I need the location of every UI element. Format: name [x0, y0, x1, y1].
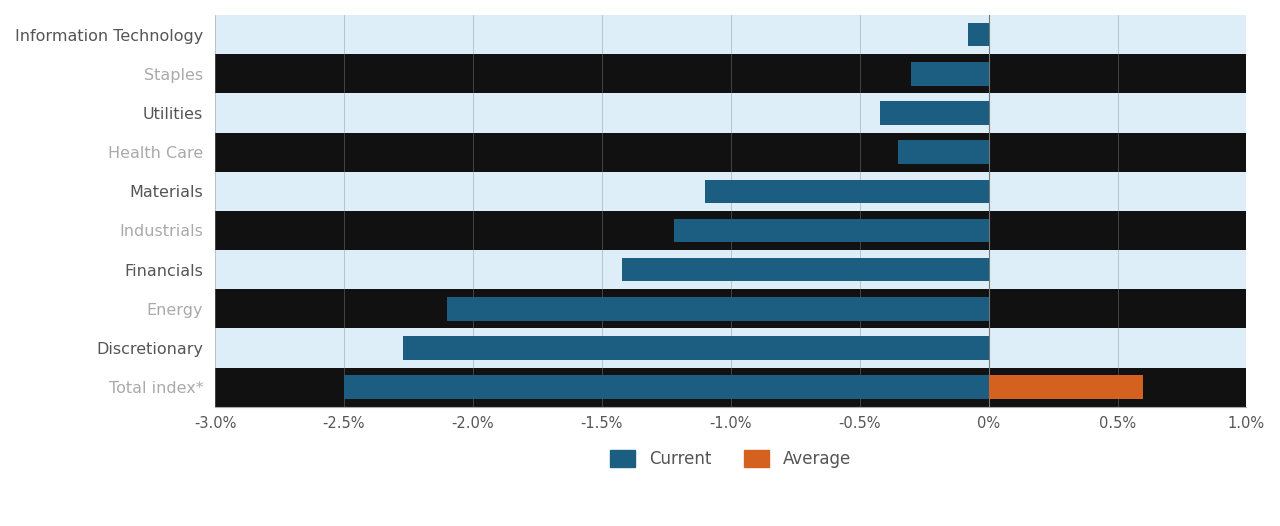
- Bar: [911, 62, 988, 86]
- Bar: [215, 133, 1247, 171]
- Bar: [403, 336, 988, 360]
- Bar: [988, 376, 1143, 399]
- Bar: [622, 258, 988, 281]
- Legend: Current, Average: Current, Average: [602, 442, 859, 477]
- Bar: [899, 140, 988, 164]
- Bar: [215, 171, 1247, 211]
- Bar: [215, 15, 1247, 54]
- Bar: [344, 376, 988, 399]
- Bar: [215, 289, 1247, 328]
- Bar: [215, 368, 1247, 407]
- Bar: [215, 93, 1247, 133]
- Bar: [215, 54, 1247, 93]
- Bar: [215, 211, 1247, 250]
- Bar: [705, 179, 988, 203]
- Bar: [447, 297, 988, 320]
- Bar: [881, 101, 988, 125]
- Bar: [675, 219, 988, 242]
- Bar: [215, 250, 1247, 289]
- Bar: [215, 328, 1247, 368]
- Bar: [968, 23, 988, 46]
